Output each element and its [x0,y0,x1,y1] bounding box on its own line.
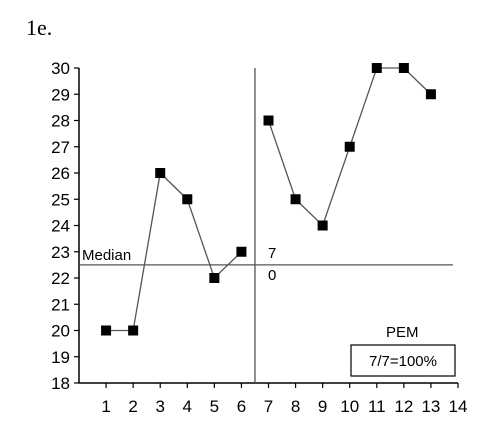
series [101,63,436,336]
pem-value: 7/7=100% [369,353,437,370]
median-label: Median [82,247,131,264]
x-tick-label: 9 [318,397,327,416]
data-point [236,247,246,257]
pem-title: PEM [386,324,419,341]
x-tick-label: 14 [449,397,468,416]
y-tick-label: 25 [51,190,70,209]
y-tick-label: 28 [51,112,70,131]
data-point [101,326,111,336]
data-point [318,221,328,231]
x-tick-label: 8 [291,397,300,416]
count-above: 7 [268,245,276,262]
data-point [372,63,382,73]
x-tick-label: 3 [155,397,164,416]
y-tick-label: 21 [51,295,70,314]
data-point [182,194,192,204]
y-tick-label: 24 [51,217,70,236]
data-point [345,142,355,152]
count-below: 0 [268,267,276,284]
x-tick-label: 13 [421,397,440,416]
y-tick-label: 18 [51,374,70,393]
y-tick-label: 26 [51,164,70,183]
x-tick-label: 12 [394,397,413,416]
x-tick-label: 4 [183,397,192,416]
x-tick-label: 7 [264,397,273,416]
y-tick-label: 29 [51,85,70,104]
data-point [291,194,301,204]
data-point [426,89,436,99]
x-tick-label: 10 [340,397,359,416]
panel-label: 1e. [26,15,52,40]
data-point [399,63,409,73]
data-point [155,168,165,178]
y-tick-label: 20 [51,322,70,341]
data-point [264,116,274,126]
y-tick-label: 23 [51,243,70,262]
y-tick-label: 27 [51,138,70,157]
y-tick-label: 30 [51,59,70,78]
x-tick-label: 5 [210,397,219,416]
x-tick-label: 1 [101,397,110,416]
x-tick-label: 6 [237,397,246,416]
y-tick-label: 22 [51,269,70,288]
x-tick-label: 11 [368,397,386,416]
data-point [128,326,138,336]
x-tick-label: 2 [128,397,137,416]
data-point [209,273,219,283]
y-tick-label: 19 [51,348,70,367]
